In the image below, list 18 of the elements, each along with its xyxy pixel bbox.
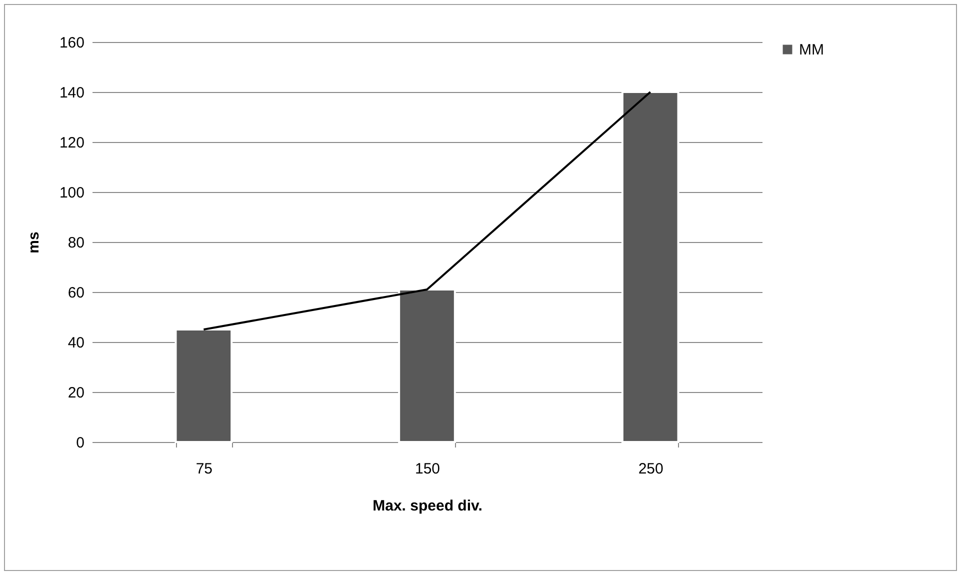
legend-label: MM <box>799 42 824 58</box>
y-tick-label: 140 <box>59 84 84 102</box>
y-tick-label: 100 <box>59 184 84 202</box>
y-tick-label: 120 <box>59 134 84 152</box>
y-tick-label: 160 <box>59 34 84 52</box>
bar <box>398 288 456 443</box>
y-tick-label: 20 <box>68 384 84 402</box>
x-tick-label: 150 <box>414 460 440 478</box>
x-tick-label: 250 <box>638 460 664 478</box>
y-tick-label: 60 <box>68 284 84 302</box>
y-axis-title: ms <box>25 232 42 254</box>
bar <box>621 91 680 443</box>
y-tick-label: 0 <box>76 434 84 452</box>
bar <box>174 328 233 443</box>
y-tick-label: 80 <box>68 234 84 252</box>
x-tick-label: 75 <box>196 460 213 478</box>
x-axis-title: Max. speed div. <box>372 498 482 514</box>
y-tick-label: 40 <box>68 334 84 352</box>
